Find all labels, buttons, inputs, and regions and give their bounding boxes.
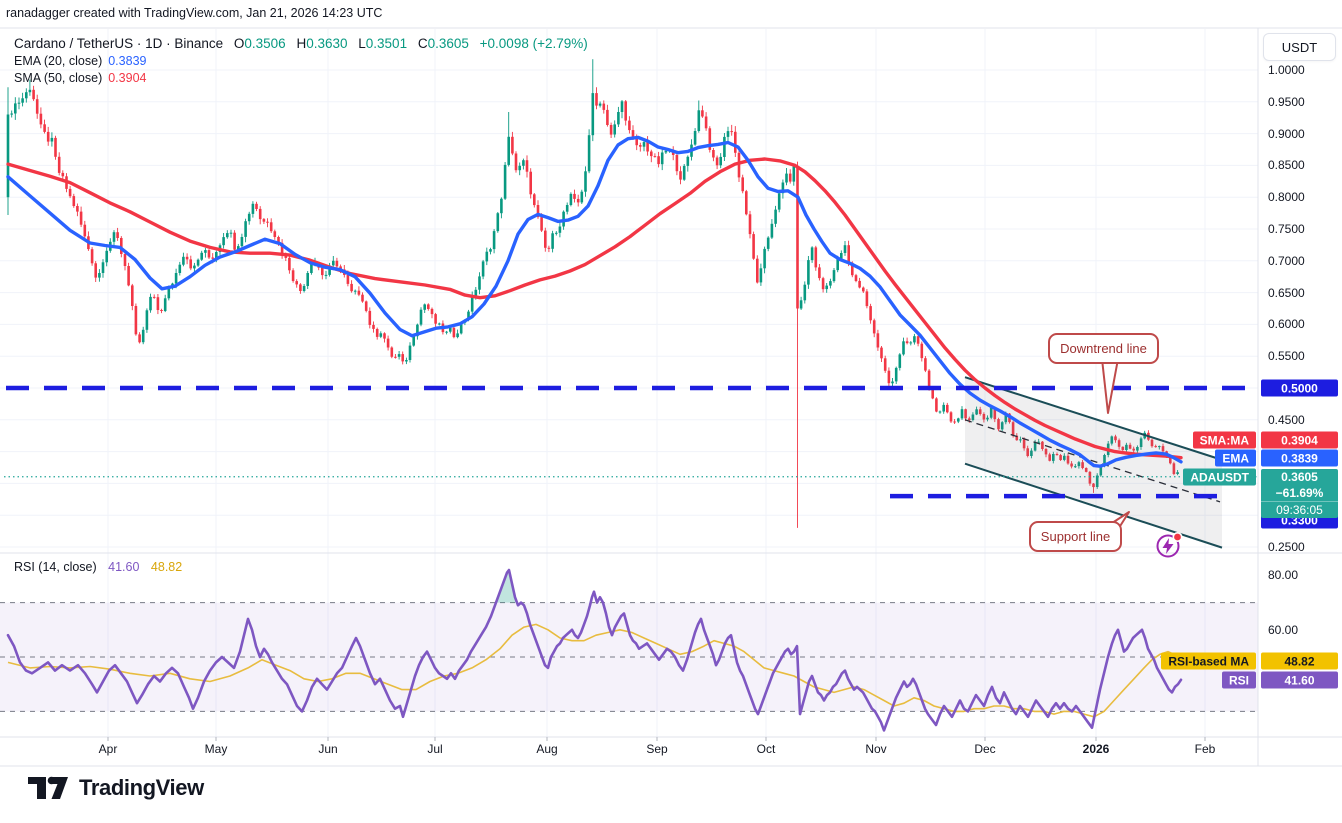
close-label: C — [417, 36, 428, 51]
rsi-ma-current-value: 48.82 — [150, 560, 183, 574]
close-value: 0.3605 — [427, 36, 469, 51]
low-label: L — [358, 36, 366, 51]
ema-axis-value: 0.3839 — [1261, 449, 1338, 467]
rsi-line — [6, 568, 1183, 732]
support-line-callout[interactable]: Support line — [1029, 521, 1122, 552]
rsi-overbought-fill — [496, 570, 521, 603]
price-axis-tick: 0.2500 — [1268, 540, 1305, 554]
open-label: O — [233, 36, 245, 51]
time-axis-label: Apr — [98, 742, 118, 756]
symbol-legend: Cardano / TetherUS · 1D · Binance O0.350… — [14, 36, 588, 51]
time-axis-label: Aug — [536, 742, 558, 756]
rsi-axis-value: 41.60 — [1261, 671, 1338, 689]
channel-fill — [965, 377, 1222, 548]
sma-legend: SMA (50, close) 0.3904 — [14, 71, 146, 85]
last-price-badge: 0.3605 −61.69% 09:36:05 — [1261, 469, 1338, 518]
price-axis-tick: 0.4500 — [1268, 413, 1305, 427]
channel-midline — [964, 419, 1221, 503]
low-value: 0.3501 — [365, 36, 408, 51]
price-axis-tick: 0.9000 — [1268, 127, 1305, 141]
alert-lightning-icon[interactable] — [1156, 531, 1183, 558]
price-axis-tick: 0.6500 — [1268, 286, 1305, 300]
ema20-line — [6, 135, 1183, 468]
time-scale-panel[interactable] — [0, 737, 1258, 766]
downtrend-line-callout[interactable]: Downtrend line — [1048, 333, 1159, 364]
time-axis-label: Dec — [974, 742, 996, 756]
bar-countdown: 09:36:05 — [1261, 501, 1338, 518]
time-axis-label: Jul — [427, 742, 443, 756]
high-value: 0.3630 — [306, 36, 348, 51]
symbol-title: Cardano / TetherUS · 1D · Binance — [14, 36, 224, 51]
sma-axis-value: 0.3904 — [1261, 431, 1338, 449]
sma50-line — [6, 157, 1183, 460]
rsi-ma-axis-value: 48.82 — [1261, 652, 1338, 670]
rsi-current-value: 41.60 — [108, 560, 140, 574]
rsi-ma-line — [7, 623, 1182, 718]
time-axis-label: Oct — [756, 742, 776, 756]
downtrend-line — [964, 376, 1223, 461]
price-axis-tick: 0.6000 — [1268, 317, 1305, 331]
rsi-legend: RSI (14, close) 41.60 48.82 — [14, 560, 182, 574]
ema-axis-tag: EMA — [1215, 449, 1256, 467]
rsi-axis-tick: 60.00 — [1268, 623, 1299, 637]
percent-change-value: −61.69% — [1275, 486, 1324, 500]
rsi-label: RSI (14, close) — [14, 560, 97, 574]
tradingview-logo[interactable]: TradingView — [26, 772, 204, 804]
time-axis-label: Sep — [646, 742, 668, 756]
time-axis-label: Feb — [1194, 742, 1216, 756]
price-axis-tick: 1.0000 — [1268, 63, 1305, 77]
ema-legend: EMA (20, close) 0.3839 — [14, 54, 146, 68]
symbol-axis-tag: ADAUSDT — [1183, 468, 1256, 486]
price-axis-tick: 0.7000 — [1268, 254, 1305, 268]
price-axis-tick: 0.5500 — [1268, 349, 1305, 363]
time-axis-label: May — [204, 742, 228, 756]
rsi-axis-tag: RSI — [1221, 671, 1256, 689]
price-axis-tick: 0.8000 — [1268, 190, 1305, 204]
watermark-attribution: ranadagger created with TradingView.com,… — [6, 6, 383, 20]
time-axis-label: Nov — [865, 742, 887, 756]
currency-toggle-button[interactable]: USDT — [1263, 33, 1336, 61]
last-price-value: 0.3605 — [1281, 470, 1318, 484]
time-axis-label: Jun — [318, 742, 338, 756]
high-label: H — [296, 36, 307, 51]
price-axis-tick: 0.8500 — [1268, 158, 1305, 172]
resistance-price-badge: 0.5000 — [1261, 379, 1338, 397]
price-axis-tick: 0.9500 — [1268, 95, 1305, 109]
open-value: 0.3506 — [244, 36, 286, 51]
sma-value: 0.3904 — [108, 71, 147, 85]
ema-value: 0.3839 — [108, 54, 147, 68]
ema-label: EMA (20, close) — [14, 54, 103, 68]
sma-axis-tag: SMA:MA — [1192, 431, 1256, 449]
rsi-ma-axis-tag: RSI-based MA — [1161, 652, 1256, 670]
rsi-axis-tick: 80.00 — [1268, 568, 1299, 582]
price-scale-panel[interactable] — [1258, 28, 1342, 737]
change-value: +0.0098 (+2.79%) — [479, 36, 588, 51]
sma-label: SMA (50, close) — [14, 71, 103, 85]
tradingview-logo-text: TradingView — [79, 775, 204, 800]
tradingview-logo-icon — [28, 776, 68, 799]
price-axis-tick: 0.7500 — [1268, 222, 1305, 236]
time-axis-label: 2026 — [1082, 742, 1110, 756]
